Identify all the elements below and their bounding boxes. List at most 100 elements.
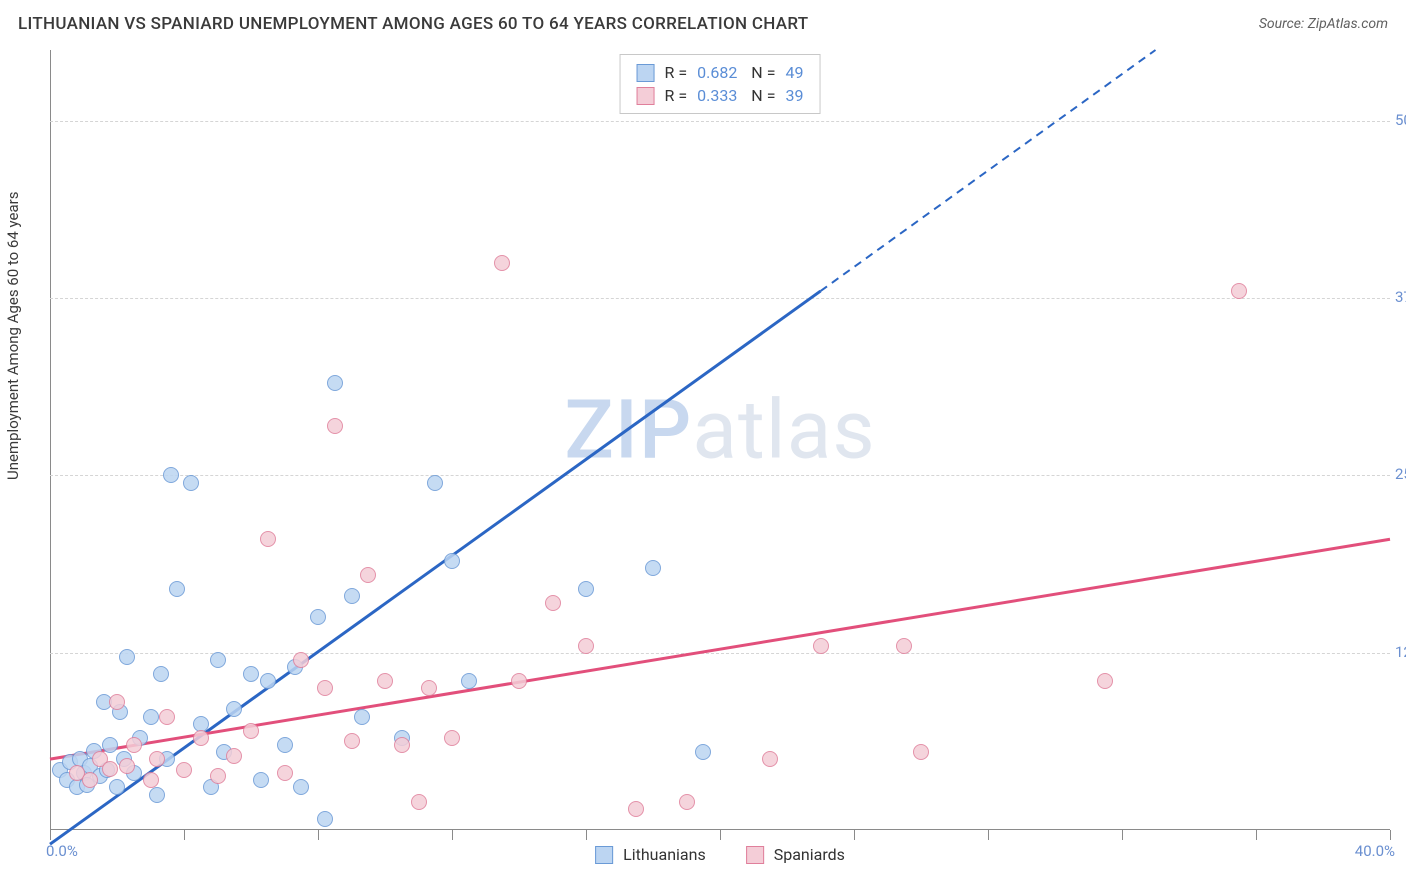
x-tick	[1122, 830, 1123, 840]
data-point-lithuanians	[163, 467, 179, 483]
data-point-lithuanians	[143, 709, 159, 725]
data-point-spaniards	[119, 758, 135, 774]
series-legend: Lithuanians Spaniards	[595, 845, 845, 864]
data-point-lithuanians	[153, 666, 169, 682]
data-point-spaniards	[762, 751, 778, 767]
swatch-spaniards	[637, 87, 655, 105]
data-point-lithuanians	[226, 701, 242, 717]
data-point-spaniards	[327, 418, 343, 434]
legend-swatch-lithuanians	[595, 846, 613, 864]
data-point-lithuanians	[243, 666, 259, 682]
data-point-spaniards	[277, 765, 293, 781]
data-point-lithuanians	[119, 649, 135, 665]
stats-row-spaniards: R = 0.333 N = 39	[637, 84, 804, 107]
x-tick	[988, 830, 989, 840]
data-point-lithuanians	[109, 779, 125, 795]
data-point-lithuanians	[293, 779, 309, 795]
data-point-spaniards	[421, 680, 437, 696]
data-point-lithuanians	[695, 744, 711, 760]
legend-label-spaniards: Spaniards	[774, 845, 845, 864]
data-point-spaniards	[360, 567, 376, 583]
data-point-spaniards	[896, 638, 912, 654]
data-point-spaniards	[317, 680, 333, 696]
y-tick-label: 12.5%	[1395, 643, 1406, 661]
x-tick	[50, 830, 51, 840]
data-point-spaniards	[813, 638, 829, 654]
data-point-spaniards	[411, 794, 427, 810]
stats-row-lithuanians: R = 0.682 N = 49	[637, 61, 804, 84]
data-point-spaniards	[511, 673, 527, 689]
chart-title: LITHUANIAN VS SPANIARD UNEMPLOYMENT AMON…	[18, 14, 808, 34]
n-value-spaniards: 39	[785, 86, 803, 105]
regression-line-dashed-lithuanians	[821, 50, 1156, 291]
data-point-spaniards	[444, 730, 460, 746]
y-tick-label: 37.5%	[1395, 288, 1406, 306]
x-tick	[1390, 830, 1391, 840]
data-point-spaniards	[193, 730, 209, 746]
x-tick	[720, 830, 721, 840]
data-point-spaniards	[377, 673, 393, 689]
data-point-spaniards	[545, 595, 561, 611]
y-tick-label: 25.0%	[1395, 465, 1406, 483]
regression-lines-layer	[50, 50, 1390, 830]
x-tick	[452, 830, 453, 840]
data-point-spaniards	[159, 709, 175, 725]
data-point-spaniards	[1231, 283, 1247, 299]
x-axis-max-label: 40.0%	[1355, 842, 1395, 860]
data-point-spaniards	[260, 531, 276, 547]
n-value-lithuanians: 49	[785, 63, 803, 82]
data-point-lithuanians	[253, 772, 269, 788]
data-point-spaniards	[578, 638, 594, 654]
data-point-spaniards	[1097, 673, 1113, 689]
data-point-spaniards	[109, 694, 125, 710]
x-tick	[854, 830, 855, 840]
data-point-spaniards	[82, 772, 98, 788]
data-point-lithuanians	[645, 560, 661, 576]
chart-header: LITHUANIAN VS SPANIARD UNEMPLOYMENT AMON…	[18, 14, 1388, 34]
data-point-spaniards	[210, 768, 226, 784]
data-point-spaniards	[226, 748, 242, 764]
data-point-lithuanians	[354, 709, 370, 725]
data-point-lithuanians	[149, 787, 165, 803]
data-point-spaniards	[344, 733, 360, 749]
data-point-spaniards	[394, 737, 410, 753]
data-point-spaniards	[102, 761, 118, 777]
legend-item-lithuanians: Lithuanians	[595, 845, 706, 864]
swatch-lithuanians	[637, 64, 655, 82]
data-point-lithuanians	[310, 609, 326, 625]
data-point-spaniards	[494, 255, 510, 271]
data-point-lithuanians	[461, 673, 477, 689]
data-point-lithuanians	[317, 811, 333, 827]
legend-item-spaniards: Spaniards	[746, 845, 845, 864]
x-tick	[318, 830, 319, 840]
r-value-spaniards: 0.333	[697, 86, 737, 105]
r-value-lithuanians: 0.682	[697, 63, 737, 82]
data-point-lithuanians	[169, 581, 185, 597]
data-point-spaniards	[143, 772, 159, 788]
y-axis-label: Unemployment Among Ages 60 to 64 years	[4, 192, 22, 480]
x-tick	[184, 830, 185, 840]
data-point-lithuanians	[102, 737, 118, 753]
data-point-spaniards	[293, 652, 309, 668]
data-point-lithuanians	[327, 375, 343, 391]
data-point-lithuanians	[427, 475, 443, 491]
data-point-spaniards	[913, 744, 929, 760]
x-tick	[1256, 830, 1257, 840]
correlation-stats-box: R = 0.682 N = 49 R = 0.333 N = 39	[620, 54, 821, 114]
x-tick	[586, 830, 587, 840]
data-point-lithuanians	[183, 475, 199, 491]
data-point-spaniards	[149, 751, 165, 767]
data-point-lithuanians	[260, 673, 276, 689]
legend-label-lithuanians: Lithuanians	[623, 845, 706, 864]
data-point-spaniards	[679, 794, 695, 810]
y-tick-label: 50.0%	[1395, 111, 1406, 129]
legend-swatch-spaniards	[746, 846, 764, 864]
data-point-lithuanians	[578, 581, 594, 597]
data-point-lithuanians	[444, 553, 460, 569]
data-point-lithuanians	[210, 652, 226, 668]
plot-area: ZIPatlas 12.5%25.0%37.5%50.0% 0.0% 40.0%…	[50, 50, 1390, 830]
data-point-spaniards	[243, 723, 259, 739]
data-point-lithuanians	[344, 588, 360, 604]
data-point-lithuanians	[277, 737, 293, 753]
data-point-spaniards	[628, 801, 644, 817]
